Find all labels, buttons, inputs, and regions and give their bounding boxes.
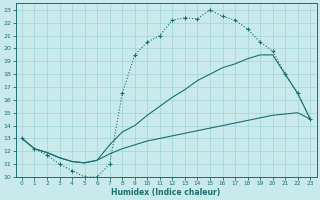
X-axis label: Humidex (Indice chaleur): Humidex (Indice chaleur) [111,188,221,197]
